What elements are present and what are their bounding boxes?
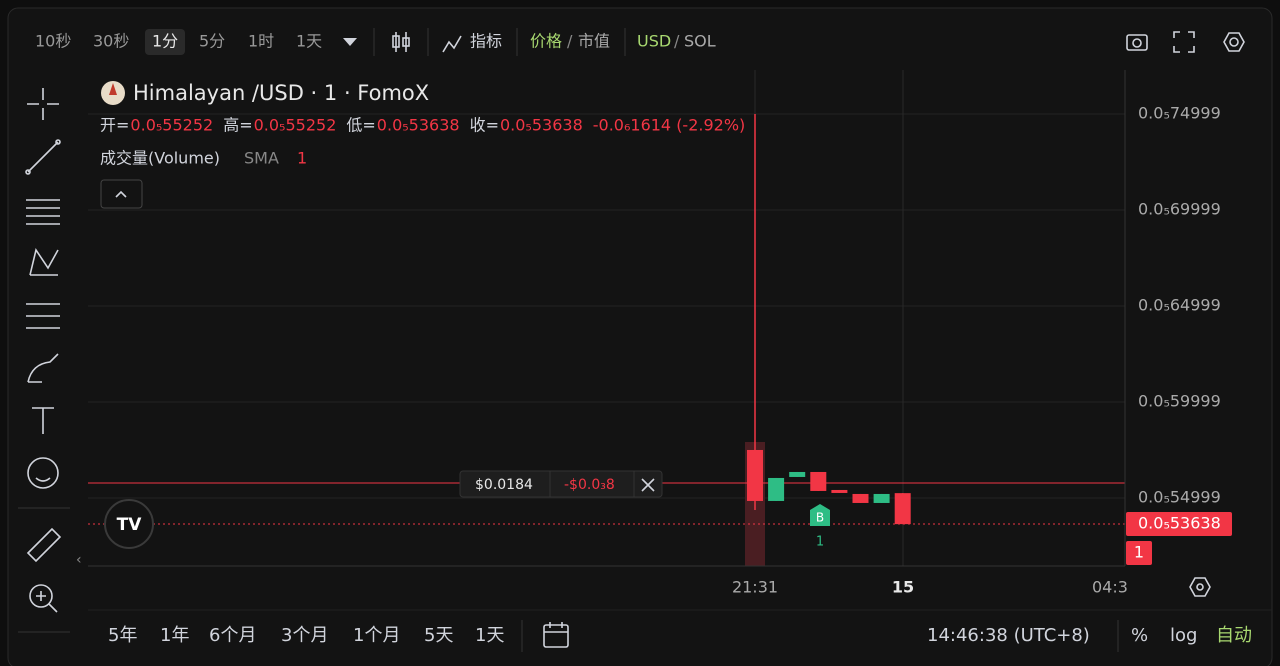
change-value: -0.0₆1614 (-2.92%) [593,116,746,135]
ohlc-value: 0.0₅55252 [254,116,337,135]
percent-toggle[interactable]: % [1131,625,1148,646]
range-button[interactable]: 1天 [475,625,504,646]
dropdown-icon[interactable] [343,38,357,46]
price-toggle[interactable]: 价格 [530,32,562,51]
candle-type-icon[interactable] [392,32,410,52]
interval-button[interactable]: 1时 [248,32,274,51]
y-tick-label: 0.0₅64999 [1138,296,1221,315]
axis-settings-icon[interactable] [1189,577,1211,597]
last-volume-tag [1126,541,1152,565]
candle-body [831,489,848,493]
candle-body [852,493,869,503]
y-tick-label: 0.0₅74999 [1138,104,1221,123]
settings-icon[interactable] [1223,32,1245,52]
usd-toggle[interactable]: USD [637,32,671,51]
indicators-icon[interactable] [442,35,462,53]
range-button[interactable]: 1个月 [353,625,400,646]
volume-label: 成交量(Volume) [100,149,220,168]
ohlc-label: 收= [470,116,499,135]
range-button[interactable]: 3个月 [281,625,328,646]
candle-body [768,477,785,501]
indicators-button[interactable]: 指标 [470,32,502,51]
symbol-title: Himalayan /USD · 1 · FomoX [133,81,429,105]
buy-marker [810,504,830,526]
last-price-tag [1126,512,1232,536]
collapse-legend[interactable] [100,179,143,209]
candle-body [873,493,890,503]
camera-icon[interactable] [1126,34,1148,51]
logo-mark: TV [117,515,143,535]
buy-marker-count: 1 [816,535,824,550]
range-button[interactable]: 5天 [424,625,453,646]
drawing-tools[interactable] [25,88,62,613]
y-tick-label: 0.0₅59999 [1138,391,1221,410]
ohlc-value: 0.0₅55252 [130,116,213,135]
sma-label: SMA [244,149,279,168]
collapse-legend-icon [115,190,127,198]
candle-body [810,471,827,491]
toggle-separator: / [674,32,680,51]
sol-toggle[interactable]: SOL [684,32,716,51]
ohlc-label: 开= [100,116,129,135]
interval-button[interactable]: 1天 [296,32,322,51]
buy-marker-label: B [816,511,824,525]
ohlc-value: 0.0₅53638 [500,116,583,135]
mcap-toggle[interactable]: 市值 [578,32,610,51]
range-button[interactable]: 5年 [108,625,137,646]
toggle-separator: / [567,32,573,51]
candle-body [747,449,763,501]
ohlc-label: 低= [346,116,375,135]
order-tag[interactable] [459,470,663,498]
range-button[interactable]: 1年 [160,625,189,646]
range-button[interactable]: 6个月 [209,625,256,646]
symbol-icon-rocket [109,83,117,95]
order-price: $0.0184 [475,477,533,493]
ohlc-label: 高= [223,116,252,135]
order-pnl: -$0.0₃8 [564,477,615,493]
fullscreen-icon[interactable] [1173,31,1195,53]
sma-value: 1 [297,149,307,168]
log-toggle[interactable]: log [1170,625,1197,646]
interval-button[interactable]: 5分 [199,32,225,51]
ohlc-value: 0.0₅53638 [377,116,460,135]
collapse-arrow[interactable]: ‹ [76,552,82,568]
close-order[interactable] [641,478,655,492]
candle-body [789,471,806,477]
y-tick-label: 0.0₅54999 [1138,487,1221,506]
x-tick-label: 21:31 [732,578,778,597]
x-tick-label: 04:3 [1092,578,1128,597]
y-tick-label: 0.0₅69999 [1138,200,1221,219]
interval-button[interactable]: 10秒 [35,32,71,51]
interval-button[interactable]: 30秒 [93,32,129,51]
candle-body [894,493,911,525]
last-price-label: 0.0₅53638 [1138,514,1221,533]
logo[interactable] [104,499,154,549]
active-interval-bg [145,29,185,55]
goto-date-icon[interactable] [543,622,569,648]
clock: 14:46:38 (UTC+8) [927,625,1090,646]
last-volume-label: 1 [1134,543,1144,562]
interval-button[interactable]: 1分 [152,32,178,51]
x-tick-label: 15 [892,578,914,597]
auto-toggle[interactable]: 自动 [1216,625,1252,646]
